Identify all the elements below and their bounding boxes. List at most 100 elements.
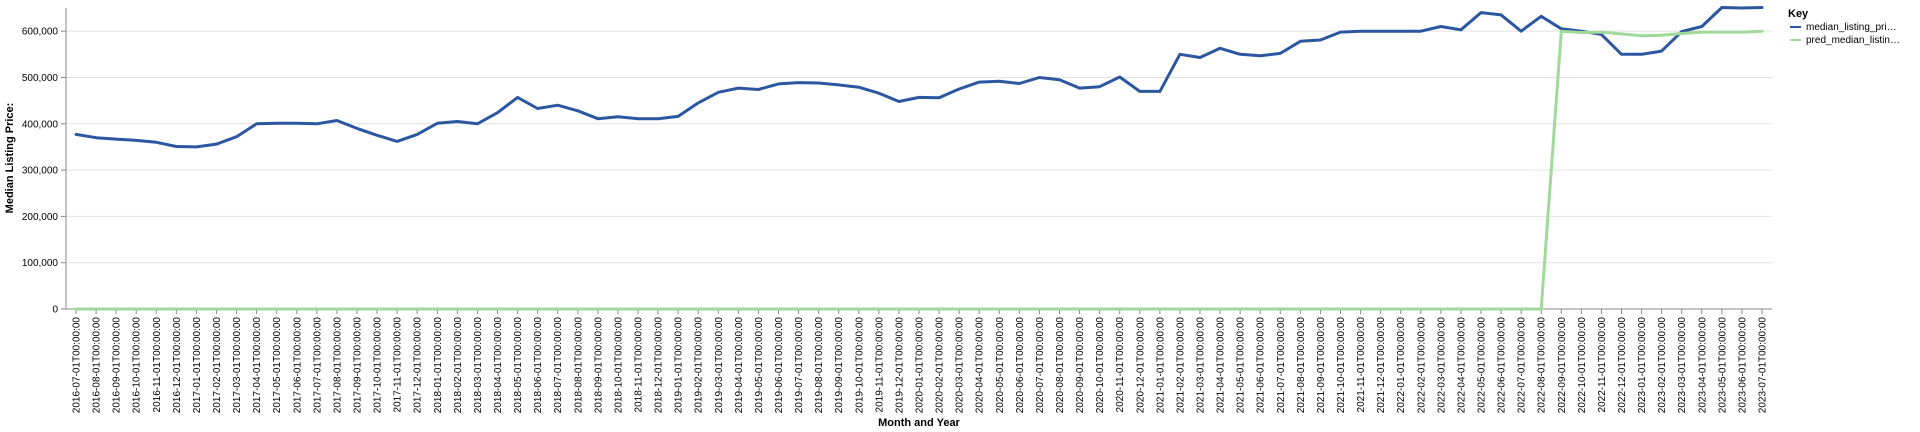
x-tick-label: 2017-07-01T00:00:00 bbox=[312, 317, 323, 414]
legend-label: median_listing_pri… bbox=[1806, 22, 1897, 33]
x-tick-label: 2019-05-01T00:00:00 bbox=[754, 317, 765, 414]
x-tick-label: 2023-04-01T00:00:00 bbox=[1697, 317, 1708, 414]
x-tick-label: 2022-08-01T00:00:00 bbox=[1537, 317, 1548, 414]
x-tick-label: 2022-11-01T00:00:00 bbox=[1597, 317, 1608, 413]
x-tick-label: 2020-08-01T00:00:00 bbox=[1055, 317, 1066, 414]
x-tick-label: 2021-12-01T00:00:00 bbox=[1376, 317, 1387, 414]
x-tick-label: 2020-07-01T00:00:00 bbox=[1035, 317, 1046, 414]
x-tick-label: 2019-02-01T00:00:00 bbox=[694, 317, 705, 414]
x-tick-label: 2018-02-01T00:00:00 bbox=[453, 317, 464, 414]
x-tick-label: 2021-01-01T00:00:00 bbox=[1155, 317, 1166, 414]
y-axis-title: Median Listing Price: bbox=[4, 103, 16, 214]
legend-title: Key bbox=[1788, 8, 1809, 20]
x-tick-label: 2018-05-01T00:00:00 bbox=[513, 317, 524, 414]
x-tick-label: 2022-04-01T00:00:00 bbox=[1456, 317, 1467, 414]
x-tick-label: 2017-03-01T00:00:00 bbox=[232, 317, 243, 414]
legend-items: median_listing_pri… pred_median_listin… bbox=[1790, 22, 1900, 46]
x-tick-label: 2018-06-01T00:00:00 bbox=[533, 317, 544, 414]
x-tick-label: 2022-02-01T00:00:00 bbox=[1416, 317, 1427, 414]
x-tick-label: 2022-09-01T00:00:00 bbox=[1557, 317, 1568, 414]
x-tick-label: 2016-10-01T00:00:00 bbox=[132, 317, 143, 414]
x-tick-label: 2018-03-01T00:00:00 bbox=[473, 317, 484, 414]
y-ticks: 0 100,000 200,000 300,000 400,000 500,000 600,… bbox=[22, 27, 66, 316]
x-tick-label: 2022-12-01T00:00:00 bbox=[1617, 317, 1628, 414]
x-tick-label: 2019-07-01T00:00:00 bbox=[794, 317, 805, 414]
x-tick-label: 2020-02-01T00:00:00 bbox=[935, 317, 946, 414]
x-tick-label: 2020-01-01T00:00:00 bbox=[915, 317, 926, 414]
x-tick-label: 2021-02-01T00:00:00 bbox=[1175, 317, 1186, 414]
x-tick-label: 2019-06-01T00:00:00 bbox=[774, 317, 785, 414]
x-tick-label: 2018-04-01T00:00:00 bbox=[493, 317, 504, 414]
y-tick-label: 600,000 bbox=[22, 27, 59, 38]
x-tick-label: 2021-10-01T00:00:00 bbox=[1336, 317, 1347, 414]
y-tick-label: 300,000 bbox=[22, 166, 59, 177]
x-tick-label: 2017-08-01T00:00:00 bbox=[332, 317, 343, 414]
x-tick-label: 2023-02-01T00:00:00 bbox=[1657, 317, 1668, 414]
x-tick-label: 2021-04-01T00:00:00 bbox=[1216, 317, 1227, 414]
x-tick-label: 2019-09-01T00:00:00 bbox=[834, 317, 845, 414]
series-lines bbox=[74, 6, 1764, 311]
x-tick-label: 2022-06-01T00:00:00 bbox=[1497, 317, 1508, 414]
x-tick-label: 2021-07-01T00:00:00 bbox=[1276, 317, 1287, 414]
x-tick-label: 2018-10-01T00:00:00 bbox=[613, 317, 624, 414]
y-tick-label: 400,000 bbox=[22, 119, 59, 130]
x-tick-label: 2020-12-01T00:00:00 bbox=[1135, 317, 1146, 414]
x-tick-label: 2018-11-01T00:00:00 bbox=[634, 317, 645, 413]
x-tick-label: 2021-09-01T00:00:00 bbox=[1316, 317, 1327, 414]
x-tick-label: 2020-03-01T00:00:00 bbox=[955, 317, 966, 414]
x-tick-label: 2021-08-01T00:00:00 bbox=[1296, 317, 1307, 414]
x-tick-label: 2020-04-01T00:00:00 bbox=[975, 317, 986, 414]
x-tick-label: 2019-12-01T00:00:00 bbox=[894, 317, 905, 414]
x-tick-label: 2022-05-01T00:00:00 bbox=[1477, 317, 1488, 414]
x-tick-label: 2023-01-01T00:00:00 bbox=[1637, 317, 1648, 414]
x-tick-label: 2020-10-01T00:00:00 bbox=[1095, 317, 1106, 414]
x-ticks: 2016-07-01T00:00:00 2016-08-01T00:00:00 20… bbox=[72, 309, 1769, 413]
x-tick-label: 2017-02-01T00:00:00 bbox=[212, 317, 223, 414]
legend-label: pred_median_listin… bbox=[1806, 35, 1900, 46]
x-tick-label: 2022-10-01T00:00:00 bbox=[1577, 317, 1588, 414]
x-tick-label: 2017-11-01T00:00:00 bbox=[393, 317, 404, 413]
x-tick-label: 2019-10-01T00:00:00 bbox=[854, 317, 865, 414]
x-tick-label: 2017-01-01T00:00:00 bbox=[192, 317, 203, 414]
x-tick-label: 2021-06-01T00:00:00 bbox=[1256, 317, 1267, 414]
x-tick-label: 2022-07-01T00:00:00 bbox=[1517, 317, 1528, 414]
x-tick-label: 2017-05-01T00:00:00 bbox=[272, 317, 283, 414]
x-tick-label: 2021-11-01T00:00:00 bbox=[1356, 317, 1367, 413]
x-tick-label: 2018-12-01T00:00:00 bbox=[654, 317, 665, 414]
x-tick-label: 2019-08-01T00:00:00 bbox=[814, 317, 825, 414]
x-tick-label: 2017-10-01T00:00:00 bbox=[373, 317, 384, 414]
y-tick-label: 500,000 bbox=[22, 73, 59, 84]
x-tick-label: 2017-09-01T00:00:00 bbox=[353, 317, 364, 414]
x-tick-label: 2021-03-01T00:00:00 bbox=[1196, 317, 1207, 414]
x-tick-label: 2018-09-01T00:00:00 bbox=[593, 317, 604, 414]
axes bbox=[65, 8, 1772, 310]
x-tick-label: 2016-08-01T00:00:00 bbox=[92, 317, 103, 414]
x-tick-label: 2017-04-01T00:00:00 bbox=[252, 317, 263, 414]
x-tick-label: 2017-06-01T00:00:00 bbox=[292, 317, 303, 414]
y-tick-label: 200,000 bbox=[22, 212, 59, 223]
x-tick-label: 2019-01-01T00:00:00 bbox=[674, 317, 685, 414]
x-tick-label: 2023-07-01T00:00:00 bbox=[1758, 317, 1769, 414]
x-tick-label: 2021-05-01T00:00:00 bbox=[1236, 317, 1247, 414]
series-line bbox=[74, 6, 1764, 149]
x-tick-label: 2023-03-01T00:00:00 bbox=[1677, 317, 1688, 414]
y-tick-label: 0 bbox=[52, 305, 58, 316]
x-tick-label: 2019-11-01T00:00:00 bbox=[874, 317, 885, 413]
x-tick-label: 2018-08-01T00:00:00 bbox=[573, 317, 584, 414]
x-axis-title: Month and Year bbox=[878, 417, 960, 429]
x-tick-label: 2017-12-01T00:00:00 bbox=[413, 317, 424, 414]
x-tick-label: 2020-09-01T00:00:00 bbox=[1075, 317, 1086, 414]
series-line bbox=[74, 29, 1764, 311]
x-tick-label: 2016-11-01T00:00:00 bbox=[152, 317, 163, 413]
x-tick-label: 2016-07-01T00:00:00 bbox=[72, 317, 83, 414]
x-tick-label: 2022-01-01T00:00:00 bbox=[1396, 317, 1407, 414]
y-tick-label: 100,000 bbox=[22, 258, 59, 269]
x-tick-label: 2018-07-01T00:00:00 bbox=[553, 317, 564, 414]
x-tick-label: 2023-06-01T00:00:00 bbox=[1737, 317, 1748, 414]
x-tick-label: 2020-06-01T00:00:00 bbox=[1015, 317, 1026, 414]
x-tick-label: 2018-01-01T00:00:00 bbox=[433, 317, 444, 414]
x-tick-label: 2016-12-01T00:00:00 bbox=[172, 317, 183, 414]
x-tick-label: 2020-05-01T00:00:00 bbox=[995, 317, 1006, 414]
x-tick-label: 2022-03-01T00:00:00 bbox=[1436, 317, 1447, 414]
